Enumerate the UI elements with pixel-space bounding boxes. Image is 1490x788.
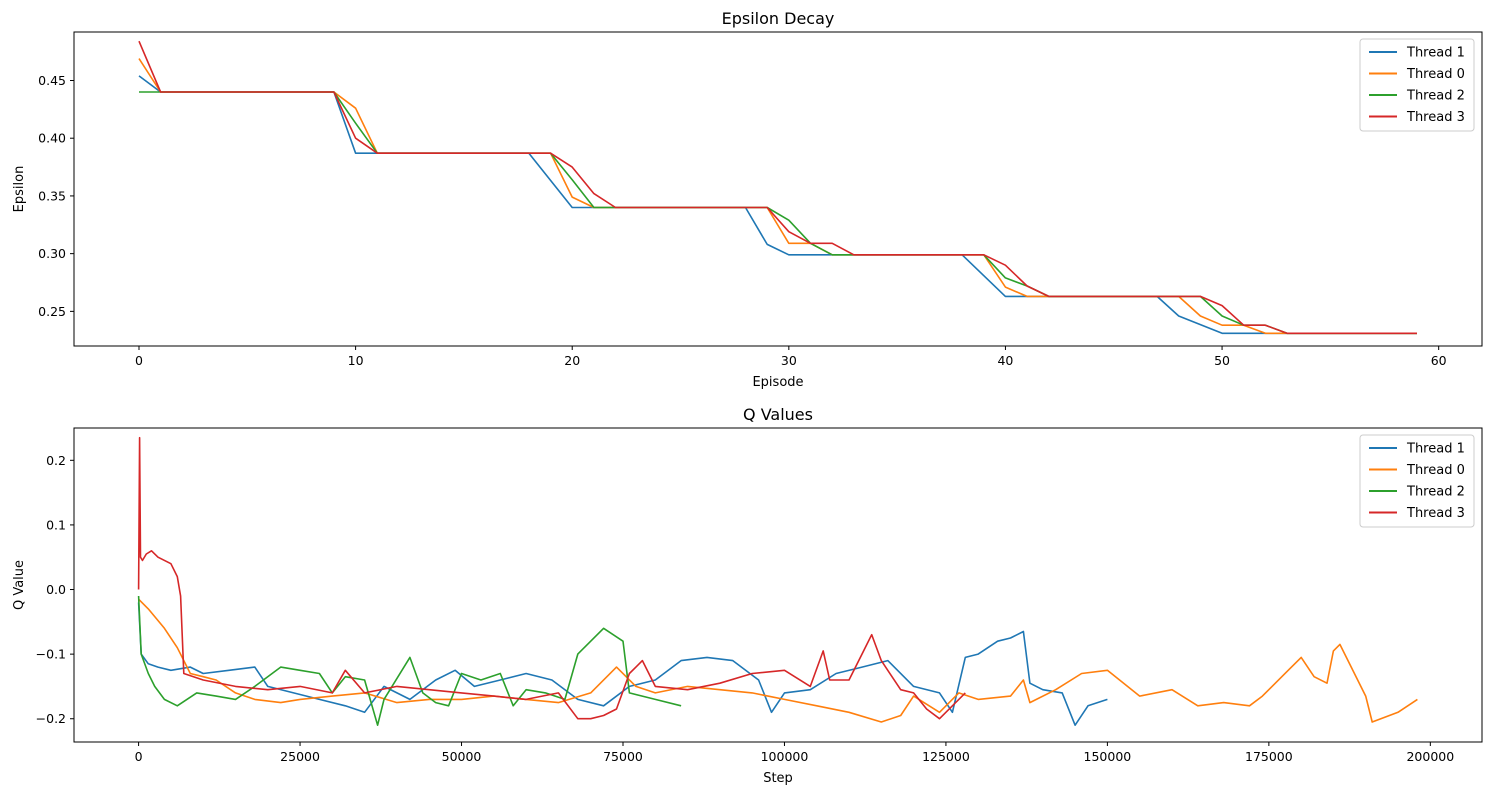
plot-frame [73, 427, 1483, 743]
series-line-thread-2 [137, 595, 682, 727]
chart-title: Epsilon Decay [722, 9, 835, 28]
series-line-thread-2 [139, 91, 1417, 335]
series-group [138, 40, 1417, 335]
x-axis-label: Step [763, 771, 793, 786]
x-tick-label: 40 [997, 353, 1013, 368]
y-axis-label: Q Value [12, 560, 27, 610]
y-tick-label: −0.1 [36, 647, 66, 662]
epsilon-decay-chart: 0 10 20 30 40 50 60 0.25 0.30 0.35 0.40 0.45 Epsilon… [12, 9, 1483, 390]
y-tick-label: 0.1 [46, 517, 66, 532]
y-axis-label: Epsilon [12, 166, 27, 213]
legend-label: Thread 2 [1406, 89, 1465, 104]
x-tick-label: 150000 [1084, 749, 1132, 764]
x-tick-label: 60 [1431, 353, 1447, 368]
x-tick-label: 0 [135, 353, 143, 368]
y-tick-label: −0.2 [36, 711, 66, 726]
y-tick-label: 0.40 [38, 131, 66, 146]
y-tick-label: 0.25 [38, 304, 66, 319]
x-tick-label: 125000 [922, 749, 970, 764]
x-axis-label: Episode [752, 375, 803, 390]
legend-label: Thread 1 [1406, 46, 1465, 61]
x-tick-label: 50000 [442, 749, 482, 764]
plot-frame [73, 31, 1483, 347]
series-line-thread-3 [138, 40, 1417, 335]
series-line-thread-1 [137, 602, 1108, 727]
series-line-thread-1 [138, 75, 1417, 335]
series-group [137, 436, 1418, 727]
legend: Thread 1 Thread 0 Thread 2 Thread 3 [1359, 38, 1475, 132]
y-tick-label: 0.35 [38, 188, 66, 203]
legend-label: Thread 0 [1406, 463, 1465, 478]
y-tick-label: 0.2 [46, 453, 66, 468]
x-tick-label: 100000 [761, 749, 809, 764]
x-tick-label: 30 [781, 353, 797, 368]
y-tick-label: 0.30 [38, 246, 66, 261]
x-tick-label: 50 [1214, 353, 1230, 368]
legend-label: Thread 3 [1406, 506, 1465, 521]
x-tick-label: 10 [348, 353, 364, 368]
series-line-thread-3 [137, 436, 966, 720]
legend-box [1359, 434, 1475, 528]
legend: Thread 1 Thread 0 Thread 2 Thread 3 [1359, 434, 1475, 528]
legend-label: Thread 1 [1406, 442, 1465, 457]
x-tick-label: 20 [564, 353, 580, 368]
series-line-thread-0 [138, 58, 1417, 335]
series-line-thread-0 [138, 598, 1418, 723]
x-tick-label: 75000 [603, 749, 643, 764]
y-tick-label: 0.0 [46, 582, 66, 597]
chart-title: Q Values [743, 405, 813, 424]
y-tick-label: 0.45 [38, 73, 66, 88]
x-tick-label: 200000 [1406, 749, 1454, 764]
x-tick-label: 175000 [1245, 749, 1293, 764]
legend-label: Thread 3 [1406, 110, 1465, 125]
x-tick-label: 25000 [280, 749, 320, 764]
x-tick-label: 0 [135, 749, 143, 764]
q-values-chart: 0 25000 50000 75000 100000 125000 150000 175000… [12, 405, 1483, 786]
legend-box [1359, 38, 1475, 132]
legend-label: Thread 2 [1406, 485, 1465, 500]
legend-label: Thread 0 [1406, 67, 1465, 82]
